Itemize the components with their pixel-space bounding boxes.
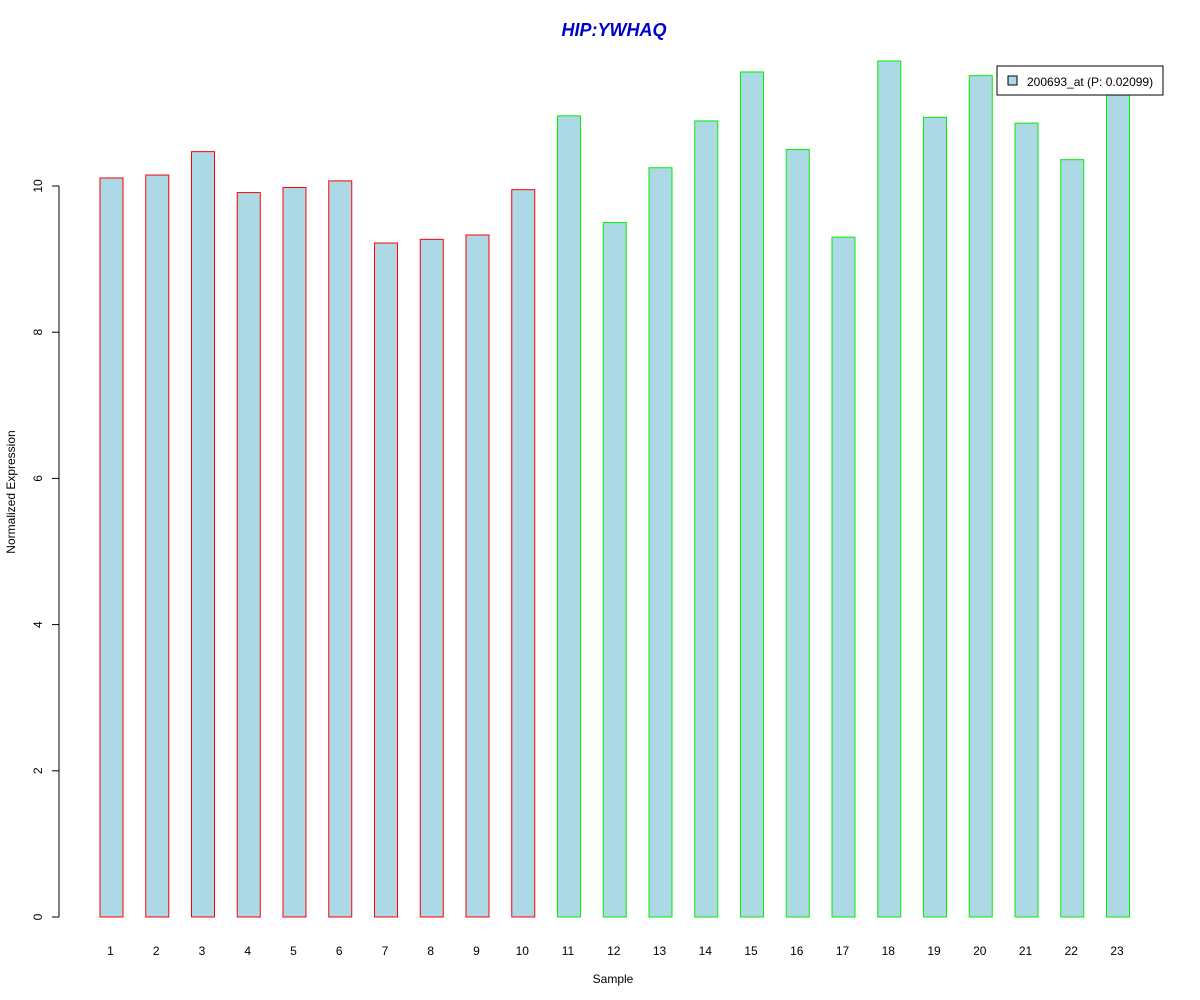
y-axis-label: Normalized Expression bbox=[4, 430, 18, 553]
x-tick-label: 21 bbox=[1019, 944, 1033, 958]
y-axis: 0 2 4 6 8 10 bbox=[31, 179, 60, 920]
x-axis: 1 2 3 4 5 6 7 8 9 10 11 12 13 14 15 16 17 18 19 20 21 22 23 bbox=[107, 944, 1124, 958]
x-tick-label: 14 bbox=[699, 944, 713, 958]
bar-sample-19 bbox=[923, 116, 947, 918]
x-tick-label: 20 bbox=[973, 944, 987, 958]
bar-sample-17 bbox=[831, 236, 856, 918]
y-tick-label: 8 bbox=[31, 329, 45, 336]
x-tick-label: 9 bbox=[473, 944, 480, 958]
x-tick-label: 6 bbox=[336, 944, 343, 958]
x-tick-label: 5 bbox=[290, 944, 297, 958]
legend-label: 200693_at (P: 0.02099) bbox=[1027, 75, 1153, 89]
bar-sample-14 bbox=[694, 120, 719, 918]
bar-sample-20 bbox=[968, 75, 993, 918]
x-tick-label: 3 bbox=[199, 944, 206, 958]
y-tick-label: 2 bbox=[31, 767, 45, 774]
y-tick-label: 0 bbox=[31, 913, 45, 920]
bar-sample-8 bbox=[419, 238, 444, 918]
x-tick-label: 12 bbox=[607, 944, 621, 958]
x-tick-label: 7 bbox=[382, 944, 389, 958]
bars bbox=[99, 60, 1130, 918]
bar-sample-1 bbox=[99, 177, 124, 918]
bar-sample-15 bbox=[740, 71, 764, 918]
y-tick-label: 4 bbox=[31, 621, 45, 628]
x-tick-label: 1 bbox=[107, 944, 114, 958]
bar-sample-18 bbox=[877, 60, 902, 918]
legend-box bbox=[996, 65, 1164, 96]
x-tick-label: 18 bbox=[882, 944, 896, 958]
bar-sample-22 bbox=[1060, 159, 1085, 918]
bar-sample-21 bbox=[1014, 122, 1039, 918]
bar-sample-12 bbox=[602, 222, 627, 918]
x-tick-label: 4 bbox=[244, 944, 251, 958]
bar-sample-7 bbox=[374, 242, 398, 918]
bar-sample-4 bbox=[236, 192, 261, 918]
x-tick-label: 11 bbox=[562, 944, 575, 958]
x-tick-label: 22 bbox=[1065, 944, 1079, 958]
x-tick-label: 8 bbox=[427, 944, 434, 958]
bar-sample-10 bbox=[511, 189, 536, 918]
x-tick-label: 19 bbox=[927, 944, 941, 958]
legend-swatch bbox=[1007, 75, 1018, 86]
x-tick-label: 2 bbox=[153, 944, 160, 958]
x-tick-label: 10 bbox=[516, 944, 530, 958]
legend: 200693_at (P: 0.02099) bbox=[996, 65, 1164, 96]
x-tick-label: 17 bbox=[836, 944, 850, 958]
bar-sample-2 bbox=[145, 174, 170, 918]
bar-sample-13 bbox=[648, 167, 673, 918]
bar-sample-3 bbox=[191, 151, 215, 918]
bar-sample-16 bbox=[785, 148, 810, 918]
bar-sample-23 bbox=[1106, 89, 1130, 918]
x-tick-label: 13 bbox=[653, 944, 667, 958]
bar-sample-9 bbox=[465, 234, 490, 918]
x-tick-label: 16 bbox=[790, 944, 804, 958]
bar-sample-5 bbox=[282, 186, 307, 918]
y-tick-label: 6 bbox=[31, 475, 45, 482]
bar-sample-11 bbox=[557, 115, 581, 918]
x-tick-label: 23 bbox=[1110, 944, 1124, 958]
bar-sample-6 bbox=[328, 180, 353, 918]
chart-title: HIP:YWHAQ bbox=[562, 20, 667, 40]
y-tick-label: 10 bbox=[31, 179, 45, 193]
x-axis-label: Sample bbox=[593, 972, 634, 986]
x-tick-label: 15 bbox=[744, 944, 758, 958]
